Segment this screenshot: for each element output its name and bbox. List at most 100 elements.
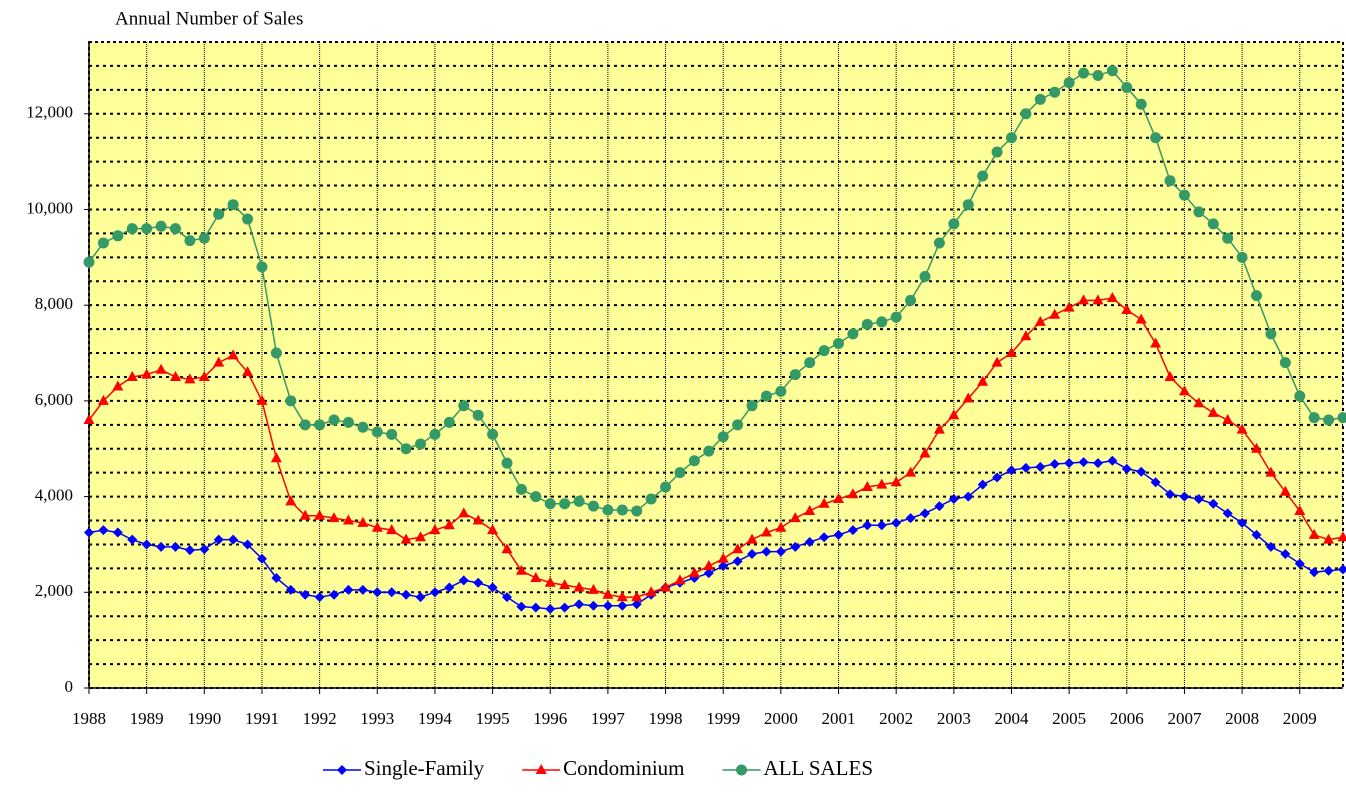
marker: [948, 493, 959, 504]
marker: [141, 368, 153, 379]
marker: [573, 581, 585, 592]
marker: [703, 568, 714, 579]
x-tick-label: 1988: [72, 709, 106, 728]
marker: [1164, 175, 1176, 187]
legend: Single-Family Condominium ALL SALES: [323, 756, 873, 780]
marker: [199, 544, 210, 555]
marker: [242, 213, 254, 225]
marker: [1236, 423, 1248, 434]
x-tick-label: 1993: [360, 709, 394, 728]
marker: [242, 539, 253, 550]
marker: [1178, 189, 1190, 201]
marker: [98, 525, 109, 536]
marker: [703, 559, 715, 570]
marker: [1063, 77, 1075, 89]
marker: [530, 571, 542, 582]
marker: [516, 601, 527, 612]
marker: [804, 357, 816, 369]
marker: [962, 199, 974, 211]
marker: [1294, 504, 1306, 515]
marker: [386, 428, 398, 440]
x-tick-label: 1999: [706, 709, 740, 728]
marker: [112, 230, 124, 242]
marker: [587, 583, 599, 594]
plot-area: [88, 41, 1344, 689]
marker: [184, 373, 196, 384]
marker: [1309, 567, 1320, 578]
marker: [919, 270, 931, 282]
x-tick-label: 1995: [476, 709, 510, 728]
x-tick-label: 1989: [130, 709, 164, 728]
series-line: [88, 297, 1344, 598]
x-tick-label: 2005: [1052, 709, 1086, 728]
marker: [919, 447, 931, 458]
marker: [732, 419, 744, 431]
marker: [890, 311, 902, 323]
marker: [818, 345, 830, 357]
marker: [861, 481, 873, 492]
marker: [141, 539, 152, 550]
x-tick-label: 2004: [994, 709, 1029, 728]
marker: [760, 526, 772, 537]
marker: [1107, 455, 1118, 466]
marker: [660, 481, 672, 493]
marker: [400, 443, 412, 455]
marker: [314, 509, 326, 520]
marker: [170, 541, 181, 552]
marker: [515, 483, 527, 495]
marker: [876, 520, 887, 531]
marker: [228, 534, 239, 545]
marker: [1237, 517, 1248, 528]
marker: [300, 589, 311, 600]
marker: [933, 237, 945, 249]
marker: [227, 199, 239, 211]
marker: [789, 512, 801, 523]
marker: [1020, 330, 1032, 341]
marker: [847, 488, 859, 499]
marker: [1236, 251, 1248, 263]
marker: [1179, 491, 1190, 502]
marker: [1338, 564, 1346, 575]
marker: [1136, 466, 1147, 477]
marker: [371, 426, 383, 438]
marker: [818, 497, 830, 508]
marker: [415, 592, 426, 603]
series-line: [88, 459, 1344, 610]
marker: [1279, 485, 1291, 496]
marker: [1280, 549, 1291, 560]
marker: [1251, 442, 1263, 453]
marker: [819, 532, 830, 543]
x-tick-label: 2003: [937, 709, 971, 728]
marker: [732, 556, 743, 567]
marker: [660, 581, 672, 592]
marker: [342, 514, 354, 525]
x-tick-label: 1997: [591, 709, 626, 728]
marker: [97, 394, 109, 405]
marker: [775, 546, 786, 557]
marker: [1323, 565, 1334, 576]
marker: [905, 466, 917, 477]
marker: [112, 380, 124, 391]
marker: [1006, 465, 1017, 476]
marker: [1222, 232, 1234, 244]
marker: [717, 552, 729, 563]
marker: [617, 600, 628, 611]
marker: [1208, 498, 1219, 509]
marker: [530, 602, 541, 613]
marker: [458, 400, 470, 412]
marker: [833, 492, 845, 503]
marker: [948, 409, 960, 420]
marker: [285, 495, 297, 506]
marker: [198, 232, 210, 244]
marker: [804, 504, 816, 515]
marker: [299, 419, 311, 431]
marker: [1294, 390, 1306, 402]
marker: [83, 256, 95, 268]
marker: [1020, 108, 1032, 120]
marker: [429, 524, 441, 535]
x-tick-label: 2002: [879, 709, 913, 728]
marker: [544, 498, 556, 510]
marker: [559, 498, 571, 510]
marker: [847, 525, 858, 536]
